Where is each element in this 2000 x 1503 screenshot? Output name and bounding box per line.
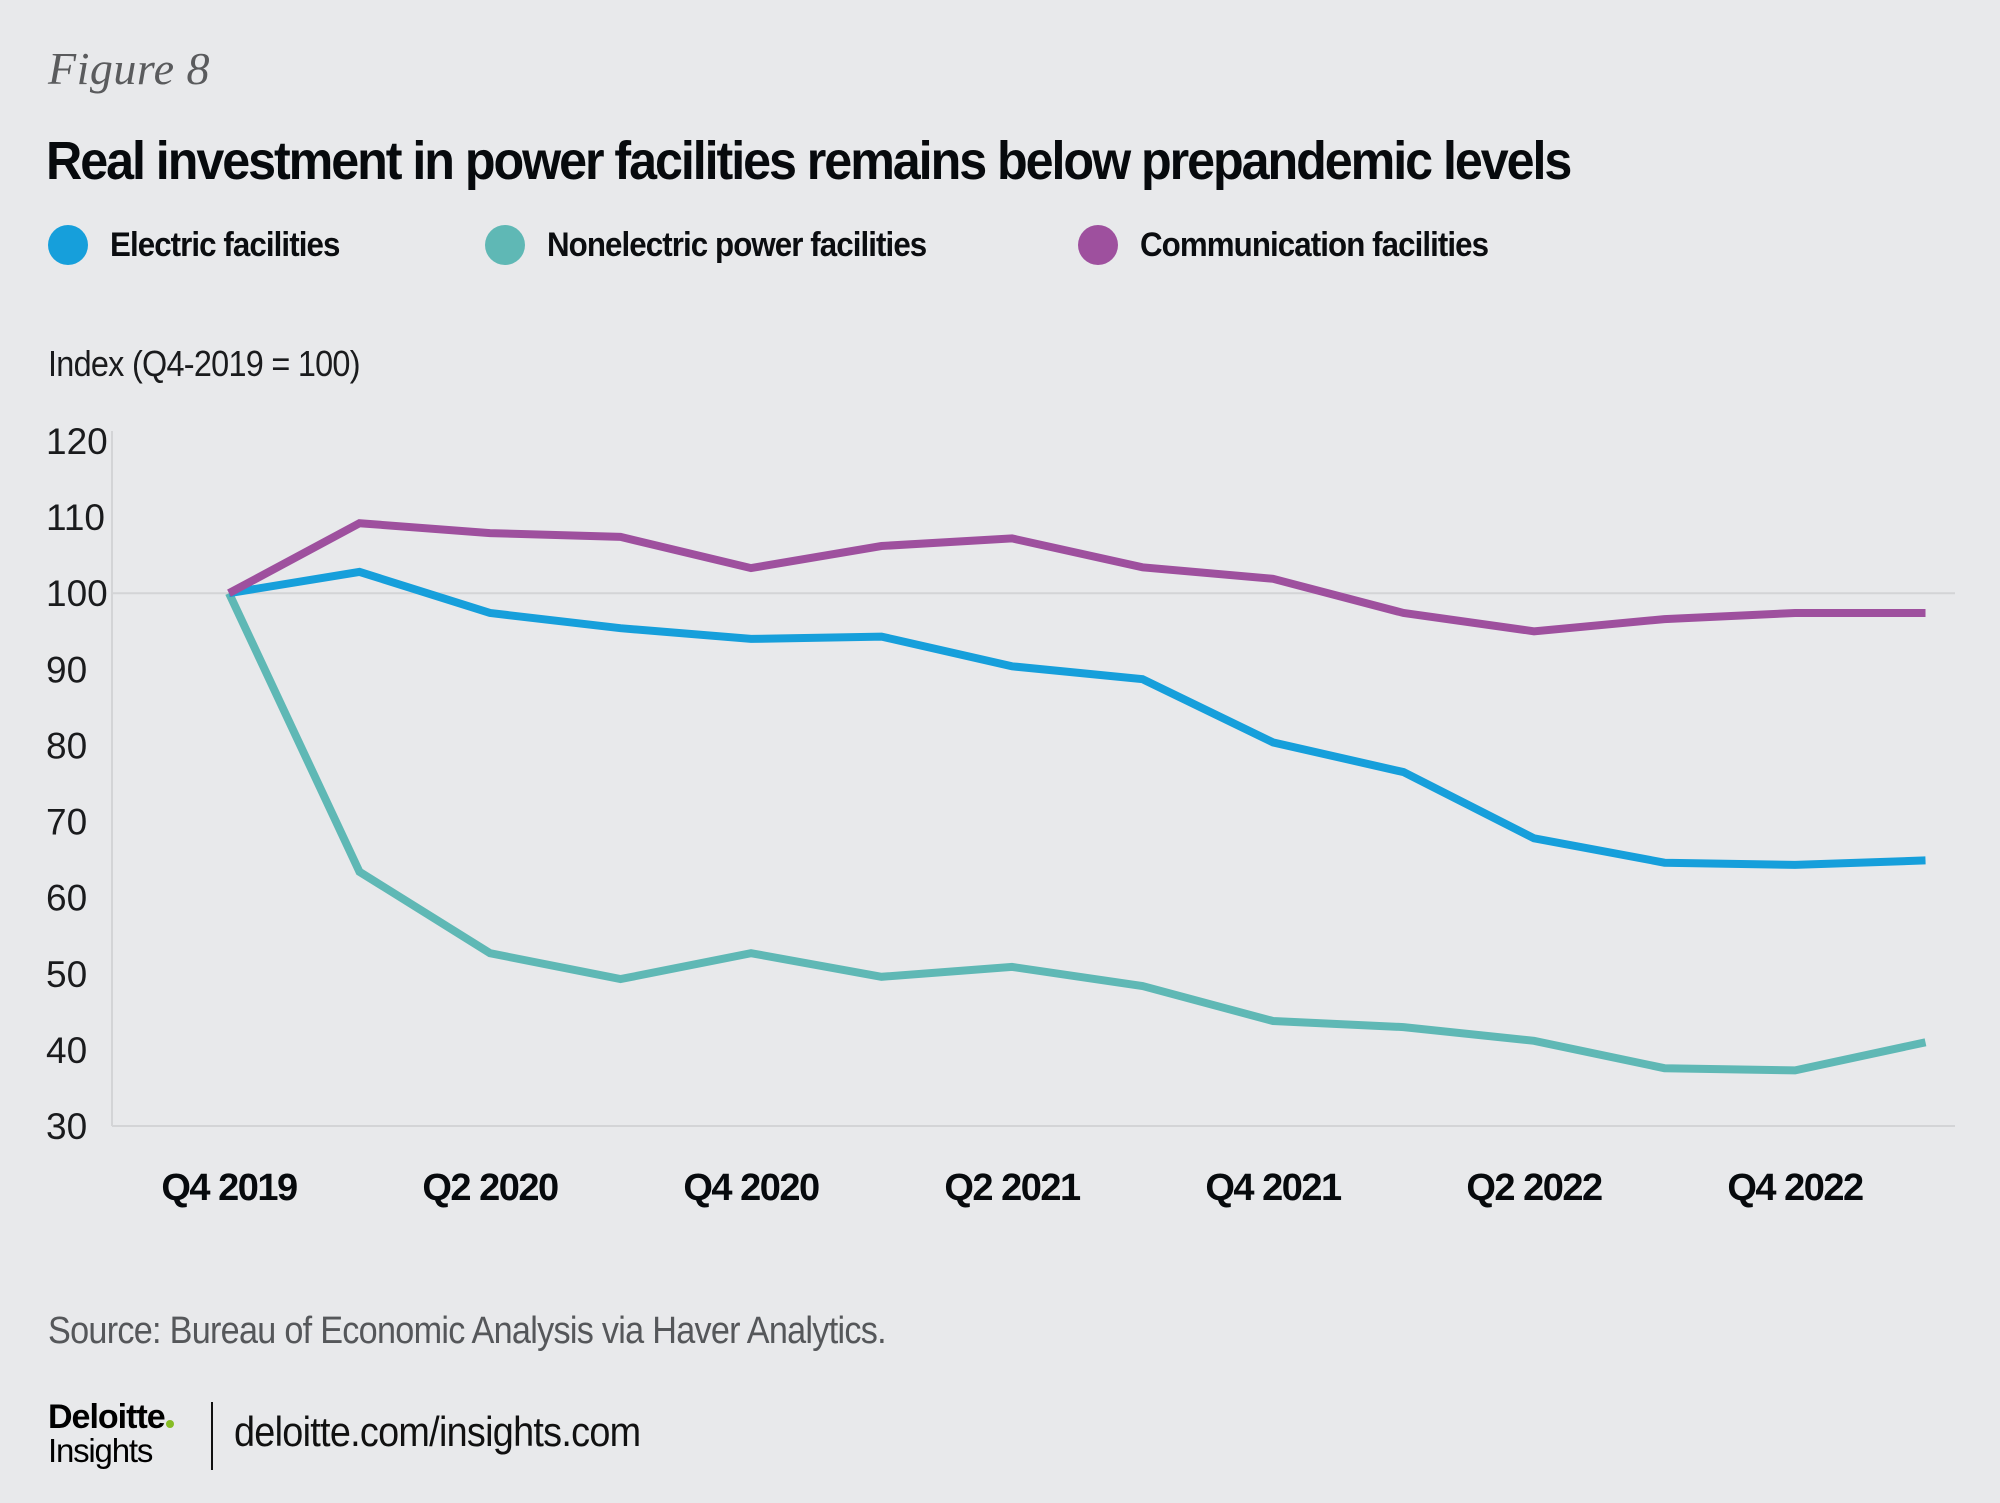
source-note: Source: Bureau of Economic Analysis via … [48,1310,887,1352]
x-tick-labels: Q4 2019 Q2 2020 Q4 2020 Q2 2021 Q4 2021 Q2 20… [161,1167,1864,1209]
deloitte-insights-logo: Deloitte Insights [48,1400,198,1468]
figure-label: Figure 8 [48,43,210,94]
x-tick-label: Q4 2021 [1205,1167,1342,1209]
legend-item-nonelectric: Nonelectric power facilities [485,222,959,268]
y-tick-label: 70 [46,802,87,843]
y-tick-label: 120 [46,421,108,462]
series-line-electric-facilities [228,567,1926,869]
logo-sub: Insights [48,1432,153,1469]
x-tick-label: Q4 2019 [161,1167,297,1209]
logo-brand: Deloitte [48,1400,198,1434]
legend-label: Nonelectric power facilities [547,225,927,264]
y-tick-label: 40 [46,1030,87,1071]
y-tick-label: 60 [46,878,87,919]
footer-divider [211,1402,213,1470]
x-tick-label: Q2 2021 [944,1167,1081,1209]
legend-label: Communication facilities [1140,225,1489,264]
legend-dot-icon [1078,225,1118,265]
y-tick-label: 80 [46,725,87,766]
series-line-communication-facilities [227,519,1926,636]
legend-label: Electric facilities [110,225,340,264]
axes [111,431,1955,1127]
legend-dot-icon [485,225,525,265]
x-tick-label: Q2 2020 [422,1167,558,1209]
x-tick-label: Q4 2022 [1727,1167,1863,1209]
y-tick-label: 90 [46,649,87,690]
y-tick-label: 100 [46,573,108,614]
y-tick-label: 110 [46,497,105,538]
y-axis-label: Index (Q4-2019 = 100) [48,343,361,384]
y-tick-label: 50 [46,954,87,995]
series-lines [225,519,1927,1075]
y-tick-label: 30 [46,1106,87,1147]
series-line-nonelectric-power-facilities [225,591,1927,1075]
legend-item-electric: Electric facilities [48,222,359,268]
x-tick-label: Q2 2022 [1466,1167,1602,1209]
legend-item-communication: Communication facilities [1078,222,1518,268]
logo-dot-icon [165,1420,174,1428]
x-tick-label: Q4 2020 [683,1167,819,1209]
chart-title: Real investment in power facilities rema… [46,131,1572,191]
y-tick-labels: 120 110 100 90 80 70 60 50 40 30 [46,421,108,1147]
logo-brand-text: Deloitte [48,1398,166,1436]
footer-url[interactable]: deloitte.com/insights.com [234,1408,641,1455]
legend-dot-icon [48,225,88,265]
